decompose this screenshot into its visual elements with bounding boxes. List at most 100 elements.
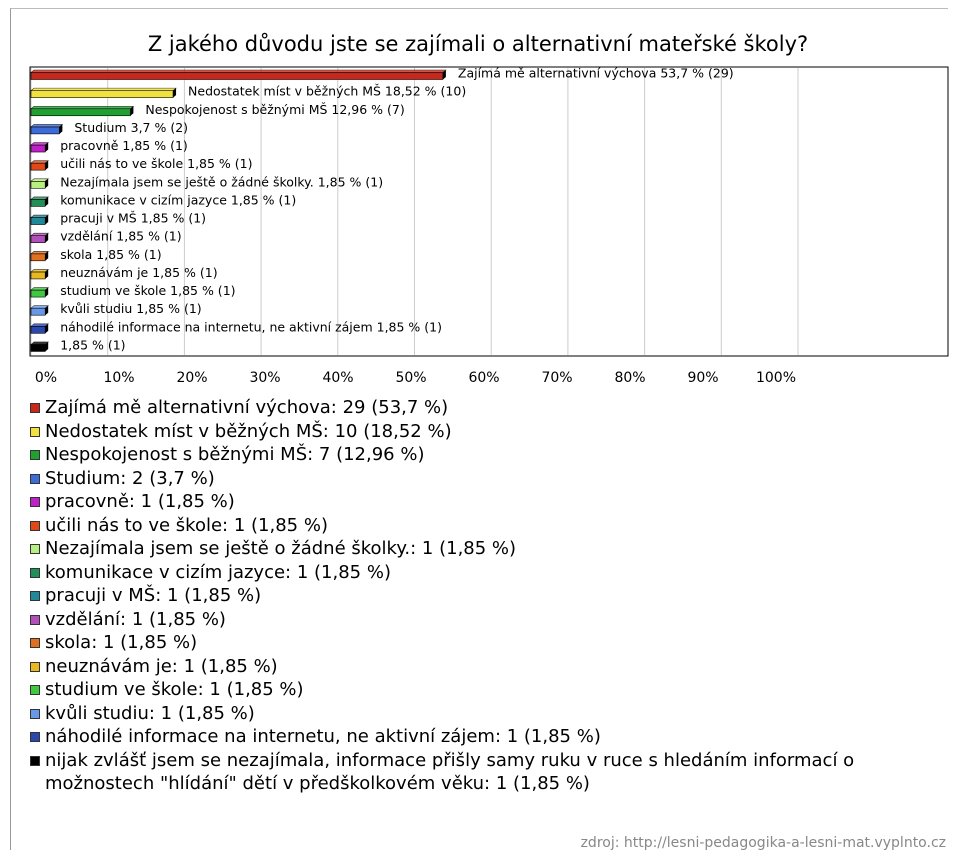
bar-end — [45, 287, 49, 298]
bar-label: pracuji v MŠ 1,85 % (1) — [60, 211, 206, 226]
legend-label: studium ve škole: 1 (1,85 %) — [45, 679, 304, 700]
legend-swatch — [30, 567, 40, 578]
source: zdroj: http://lesni-pedagogika-a-lesni-m… — [580, 835, 946, 851]
legend-item: Nezajímala jsem se ještě o žádné školky.… — [30, 537, 930, 561]
bar-top — [30, 323, 50, 327]
x-tick-label: 10% — [103, 370, 134, 386]
bar-top — [30, 341, 50, 345]
bar-label: vzdělání 1,85 % (1) — [60, 229, 181, 244]
legend-swatch — [30, 497, 40, 507]
bar-label: neuznávám je 1,85 % (1) — [60, 265, 217, 280]
frame — [10, 8, 948, 850]
legend-label: kvůli studiu: 1 (1,85 %) — [45, 702, 255, 724]
bar — [30, 144, 46, 153]
legend-label: skola: 1 (1,85 %) — [45, 632, 198, 653]
bar-end — [45, 323, 49, 334]
bar-label: pracovně 1,85 % (1) — [60, 138, 188, 153]
bar-label: 1,85 % (1) — [60, 337, 125, 352]
bar — [30, 217, 46, 225]
x-tick-label: 50% — [395, 370, 426, 386]
bar-top — [30, 105, 135, 110]
legend-swatch — [30, 708, 40, 719]
legend-label: Nezajímala jsem se ještě o žádné školky.… — [45, 538, 517, 559]
legend-item: učili nás to ve škole: 1 (1,85 %) — [30, 514, 930, 538]
legend-swatch — [30, 520, 40, 531]
legend-swatch — [30, 685, 40, 695]
legend-label: Nespokojenost s běžnými MŠ: 7 (12,96 %) — [45, 444, 425, 465]
legend-item: nijak zvlášť jsem se nezajímala, informa… — [30, 749, 930, 796]
legend-label: pracuji v MŠ: 1 (1,85 %) — [45, 585, 262, 606]
bar — [30, 90, 174, 98]
bar-end — [45, 305, 49, 316]
legend-item: Studium: 2 (3,7 %) — [30, 467, 930, 491]
legend-swatch — [30, 755, 40, 766]
bar — [30, 235, 46, 243]
bar-top — [30, 178, 50, 182]
bar-end — [45, 142, 49, 153]
legend-label: vzdělání: 1 (1,85 %) — [45, 608, 226, 630]
legend-item: komunikace v cizím jazyce: 1 (1,85 %) — [30, 561, 930, 585]
bar-label: učili nás to ve škole 1,85 % (1) — [60, 156, 252, 171]
bar-end — [45, 160, 49, 171]
bar-end — [45, 233, 49, 243]
bar — [30, 326, 46, 334]
legend-swatch — [30, 661, 40, 672]
bar — [30, 307, 46, 316]
chart: Z jakého důvodu jste se zajímali o alter… — [29, 32, 949, 386]
bar-top — [30, 160, 50, 164]
x-tick-label: 30% — [249, 370, 280, 386]
legend-item: Zajímá mě alternativní výchova: 29 (53,7… — [30, 396, 930, 420]
bar — [30, 271, 46, 280]
x-tick-label: 0% — [35, 370, 57, 386]
x-tick-label: 90% — [687, 370, 718, 386]
bar-end — [173, 88, 177, 98]
legend-swatch — [30, 403, 40, 413]
bar-label: náhodilé informace na internetu, ne akti… — [60, 319, 442, 334]
bar-top — [30, 69, 447, 73]
bar-end — [45, 269, 49, 279]
legend-swatch — [30, 638, 40, 648]
bar-label: skola 1,85 % (1) — [60, 247, 161, 262]
x-tick-label: 20% — [176, 370, 207, 386]
bar-label: Nespokojenost s běžnými MŠ 12,96 % (7) — [145, 102, 404, 117]
bar-label: Zajímá mě alternativní výchova 53,7 % (2… — [458, 66, 734, 81]
legend-item: skola: 1 (1,85 %) — [30, 631, 930, 655]
bar-top — [30, 87, 177, 91]
bar — [30, 108, 131, 117]
x-tick-label: 70% — [541, 370, 572, 386]
bar — [30, 72, 444, 80]
bar-end — [45, 196, 49, 207]
legend-label: komunikace v cizím jazyce: 1 (1,85 %) — [45, 561, 391, 583]
bar-top — [30, 196, 50, 200]
legend-label: Zajímá mě alternativní výchova: 29 (53,7… — [45, 397, 449, 418]
bar-top — [30, 214, 50, 218]
x-tick-label: 80% — [614, 370, 645, 386]
legend-item: kvůli studiu: 1 (1,85 %) — [30, 702, 930, 726]
bar-top — [30, 269, 50, 273]
bar-top — [30, 142, 50, 146]
legend-swatch — [30, 614, 40, 625]
legend-label: Nedostatek míst v běžných MŠ: 10 (18,52 … — [45, 420, 452, 442]
bar-top — [30, 124, 64, 128]
x-tick-label: 100% — [756, 370, 796, 386]
legend-label: Studium: 2 (3,7 %) — [45, 467, 215, 489]
bar-label: Nezajímala jsem se ještě o žádné školky.… — [60, 174, 383, 189]
bar-label: Studium 3,7 % (2) — [74, 120, 188, 135]
legend-item: studium ve škole: 1 (1,85 %) — [30, 678, 930, 702]
chart-title: Z jakého důvodu jste se zajímali o alter… — [148, 32, 808, 56]
bar — [30, 126, 60, 135]
legend-label: náhodilé informace na internetu, ne akti… — [45, 726, 601, 747]
legend: Zajímá mě alternativní výchova: 29 (53,7… — [30, 396, 930, 796]
legend-item: pracuji v MŠ: 1 (1,85 %) — [30, 584, 930, 608]
legend-swatch — [30, 450, 40, 460]
legend-swatch — [30, 591, 40, 601]
legend-item: pracovně: 1 (1,85 %) — [30, 490, 930, 514]
x-tick-label: 40% — [322, 370, 353, 386]
bar-top — [30, 305, 50, 309]
legend-label: pracovně: 1 (1,85 %) — [45, 491, 235, 512]
bar-label: kvůli studiu 1,85 % (1) — [60, 301, 201, 316]
legend-swatch — [30, 473, 40, 484]
bar — [30, 180, 46, 189]
legend-label: nijak zvlášť jsem se nezajímala, informa… — [45, 749, 855, 795]
legend-item: náhodilé informace na internetu, ne akti… — [30, 725, 930, 749]
